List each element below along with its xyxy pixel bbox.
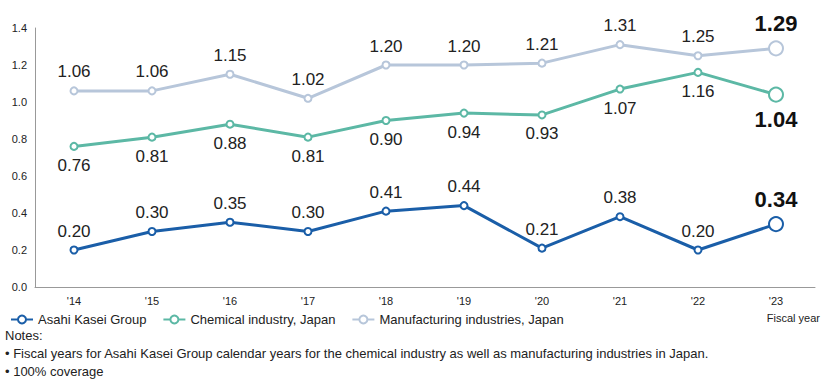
svg-text:'21: '21 xyxy=(613,295,627,307)
svg-text:1.21: 1.21 xyxy=(525,35,558,54)
svg-text:0.6: 0.6 xyxy=(12,170,27,182)
svg-text:0.30: 0.30 xyxy=(291,203,324,222)
svg-text:0.20: 0.20 xyxy=(681,222,714,241)
svg-text:1.06: 1.06 xyxy=(135,62,168,81)
svg-text:1.4: 1.4 xyxy=(12,22,27,34)
svg-text:0.2: 0.2 xyxy=(12,244,27,256)
svg-text:1.07: 1.07 xyxy=(603,99,636,118)
svg-text:Fiscal year: Fiscal year xyxy=(767,312,821,324)
svg-text:1.29: 1.29 xyxy=(755,11,798,36)
svg-text:0.81: 0.81 xyxy=(291,147,324,166)
svg-text:0.76: 0.76 xyxy=(57,156,90,175)
svg-text:• Fiscal years for Asahi Kasei: • Fiscal years for Asahi Kasei Group cal… xyxy=(5,346,708,361)
svg-text:'18: '18 xyxy=(379,295,393,307)
svg-text:0.4: 0.4 xyxy=(12,207,27,219)
svg-text:1.02: 1.02 xyxy=(291,70,324,89)
svg-text:0.0: 0.0 xyxy=(12,281,27,293)
svg-text:0.21: 0.21 xyxy=(525,220,558,239)
svg-text:1.20: 1.20 xyxy=(369,37,402,56)
svg-text:0.88: 0.88 xyxy=(213,134,246,153)
svg-text:0.35: 0.35 xyxy=(213,194,246,213)
svg-text:0.30: 0.30 xyxy=(135,203,168,222)
svg-text:0.34: 0.34 xyxy=(755,187,799,212)
svg-text:Notes:: Notes: xyxy=(5,328,43,343)
svg-text:'17: '17 xyxy=(301,295,315,307)
svg-text:• 100% coverage: • 100% coverage xyxy=(5,364,104,379)
svg-text:0.81: 0.81 xyxy=(135,147,168,166)
svg-text:'14: '14 xyxy=(67,295,81,307)
svg-text:0.8: 0.8 xyxy=(12,133,27,145)
svg-text:1.31: 1.31 xyxy=(603,16,636,35)
svg-text:0.20: 0.20 xyxy=(57,222,90,241)
svg-text:1.2: 1.2 xyxy=(12,59,27,71)
svg-text:0.38: 0.38 xyxy=(603,188,636,207)
svg-text:0.93: 0.93 xyxy=(525,124,558,143)
svg-text:1.20: 1.20 xyxy=(447,37,480,56)
svg-text:0.41: 0.41 xyxy=(369,183,402,202)
svg-text:1.15: 1.15 xyxy=(213,46,246,65)
svg-text:Asahi Kasei Group: Asahi Kasei Group xyxy=(38,312,146,327)
svg-text:'15: '15 xyxy=(145,295,159,307)
svg-text:Chemical industry, Japan: Chemical industry, Japan xyxy=(190,312,335,327)
svg-text:1.0: 1.0 xyxy=(12,96,27,108)
svg-text:'22: '22 xyxy=(691,295,705,307)
svg-text:0.90: 0.90 xyxy=(369,130,402,149)
svg-text:0.94: 0.94 xyxy=(447,123,480,142)
svg-text:'19: '19 xyxy=(457,295,471,307)
svg-text:1.04: 1.04 xyxy=(755,107,799,132)
svg-text:1.25: 1.25 xyxy=(681,27,714,46)
svg-text:1.16: 1.16 xyxy=(681,82,714,101)
svg-text:'16: '16 xyxy=(223,295,237,307)
svg-text:1.06: 1.06 xyxy=(57,62,90,81)
svg-text:0.44: 0.44 xyxy=(447,177,480,196)
svg-text:'23: '23 xyxy=(769,295,783,307)
svg-text:'20: '20 xyxy=(535,295,549,307)
svg-text:Manufacturing industries, Japa: Manufacturing industries, Japan xyxy=(379,312,563,327)
